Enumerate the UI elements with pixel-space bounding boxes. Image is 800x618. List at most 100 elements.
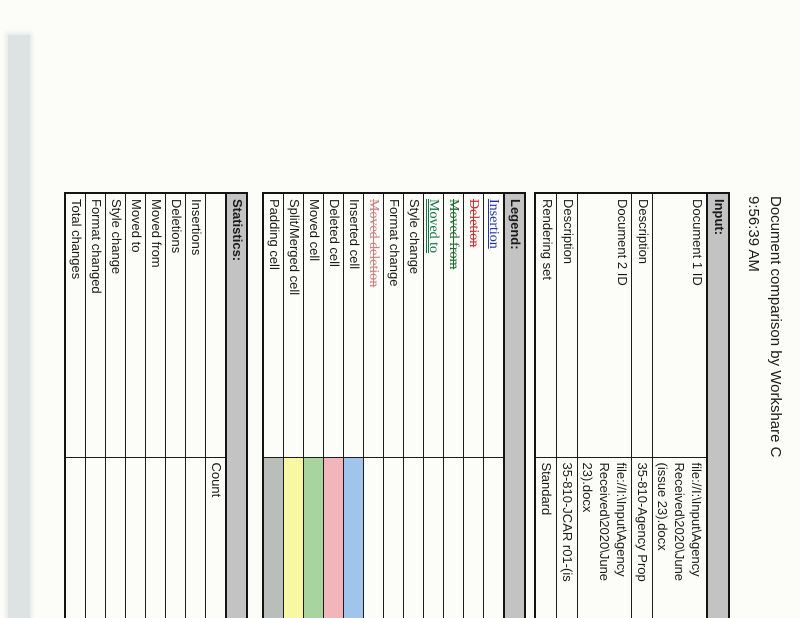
table-row: Deletion [463,193,484,618]
legend-split-merged-cell: Split/Merged cell [283,193,304,457]
document2-id-value-line: file://I:\Input\Agency [614,462,629,577]
rendering-set-label: Rendering set [535,193,557,457]
legend-deleted-cell: Deleted cell [323,193,344,457]
table-row: Inserted cell [343,193,364,618]
legend-sample-cell [423,457,444,618]
table-row: Document 2 ID file://I:\Input\Agency Rec… [577,193,632,618]
document2-id-label: Document 2 ID [577,193,632,457]
legend-moved-cell-swatch [303,457,324,618]
legend-table-header: Legend: [504,193,525,618]
legend-sample-cell [483,457,504,618]
document1-id-label: Document 1 ID [652,193,707,457]
stat-moved-to-label: Moved to [125,193,146,457]
legend-split-merged-cell-swatch [283,457,304,618]
stat-deletions-label: Deletions [165,193,186,457]
stat-deletions-count [165,457,186,618]
legend-moved-from-sample: Moved from [446,199,461,270]
table-row: Moved from [443,193,464,618]
legend-moved-to: Moved to [423,193,444,457]
report-title-line1: Document comparison by Workshare C [767,196,784,458]
description2-value: 35-810-JCAR r01-(is [556,457,578,618]
table-row: Style change [105,193,126,618]
count-column-header: Count [205,457,226,618]
legend-style-change-label: Style change [407,199,422,275]
document1-id-value-line: Received\2020\June [672,462,687,582]
table-row: Moved to [125,193,146,618]
document2-id-value-line: 23).docx [580,462,595,513]
stat-total-changes-count [65,457,86,618]
legend-split-merged-cell-label: Split/Merged cell [287,199,302,296]
legend-style-change: Style change [403,193,424,457]
legend-sample-cell [363,457,384,618]
table-row: Moved to [423,193,444,618]
legend-deletion: Deletion [463,193,484,457]
table-row: Deleted cell [323,193,344,618]
table-row: Moved from [145,193,166,618]
legend-moved-deletion: Moved deletion [363,193,384,457]
legend-format-change-label: Format change [387,199,402,287]
legend-deleted-cell-label: Deleted cell [327,199,342,267]
table-row: Split/Merged cell [283,193,304,618]
table-row: Format change [383,193,404,618]
rendering-set-value: Standard [535,457,557,618]
description1-value: 35-810-Agency Prop [631,457,653,618]
legend-moved-to-sample: Moved to [426,199,441,254]
stat-total-changes-label: Total changes [65,193,86,457]
stat-style-change-count [105,457,126,618]
description2-label: Description [556,193,578,457]
stat-moved-from-count [145,457,166,618]
statistics-blank-cell [205,193,226,457]
document1-id-value: file://I:\Input\Agency Received\2020\Jun… [652,457,707,618]
stat-moved-to-count [125,457,146,618]
document2-id-value: file://I:\Input\Agency Received\2020\Jun… [577,457,632,618]
description1-label: Description [631,193,653,457]
legend-sample-cell [463,457,484,618]
table-row: Moved deletion [363,193,384,618]
legend-padding-cell-label: Padding cell [267,199,282,270]
description2-value-line: 35-810-JCAR r01-(is [560,462,575,582]
legend-deleted-cell-swatch [323,457,344,618]
table-row: Style change [403,193,424,618]
legend-padding-cell-swatch [263,457,284,618]
legend-moved-cell: Moved cell [303,193,324,457]
legend-inserted-cell-swatch [343,457,364,618]
table-row: Count [205,193,226,618]
table-row: Insertion [483,193,504,618]
table-row: Insertions [185,193,206,618]
legend-inserted-cell-label: Inserted cell [347,199,362,270]
legend-insertion: Insertion [483,193,504,457]
stat-insertions-count [185,457,206,618]
report-title-line2: 9:56:39 AM [745,196,762,272]
document2-id-value-line: Received\2020\June [597,462,612,582]
legend-deletion-sample: Deletion [466,199,481,248]
table-row: Document 1 ID file://I:\Input\Agency Rec… [652,193,707,618]
statistics-table-header: Statistics: [226,193,247,618]
legend-sample-cell [383,457,404,618]
table-row: Total changes [65,193,86,618]
legend-padding-cell: Padding cell [263,193,284,457]
stat-style-change-label: Style change [105,193,126,457]
legend-inserted-cell: Inserted cell [343,193,364,457]
stat-format-changed-count [85,457,106,618]
input-table-header: Input: [707,193,729,618]
table-row: Deletions [165,193,186,618]
stat-moved-from-label: Moved from [145,193,166,457]
document1-id-value-line: (issue 23).docx [655,462,670,551]
legend-moved-from: Moved from [443,193,464,457]
legend-table: Legend: Insertion Deletion Moved from Mo… [262,192,526,618]
input-table: Input: Document 1 ID file://I:\Input\Age… [534,192,730,618]
legend-format-change: Format change [383,193,404,457]
report-content: Document comparison by Workshare C 9:56:… [64,192,786,618]
table-row: Description 35-810-JCAR r01-(is [556,193,578,618]
document1-id-value-line: file://I:\Input\Agency [689,462,704,577]
statistics-table: Statistics: Count Insertions Deletions M… [64,192,248,618]
stat-format-changed-label: Format changed [85,193,106,457]
description1-value-line: 35-810-Agency Prop [635,462,650,582]
legend-sample-cell [443,457,464,618]
legend-sample-cell [403,457,424,618]
table-row: Description 35-810-Agency Prop [631,193,653,618]
legend-moved-cell-label: Moved cell [307,199,322,262]
legend-insertion-sample: Insertion [486,199,501,249]
